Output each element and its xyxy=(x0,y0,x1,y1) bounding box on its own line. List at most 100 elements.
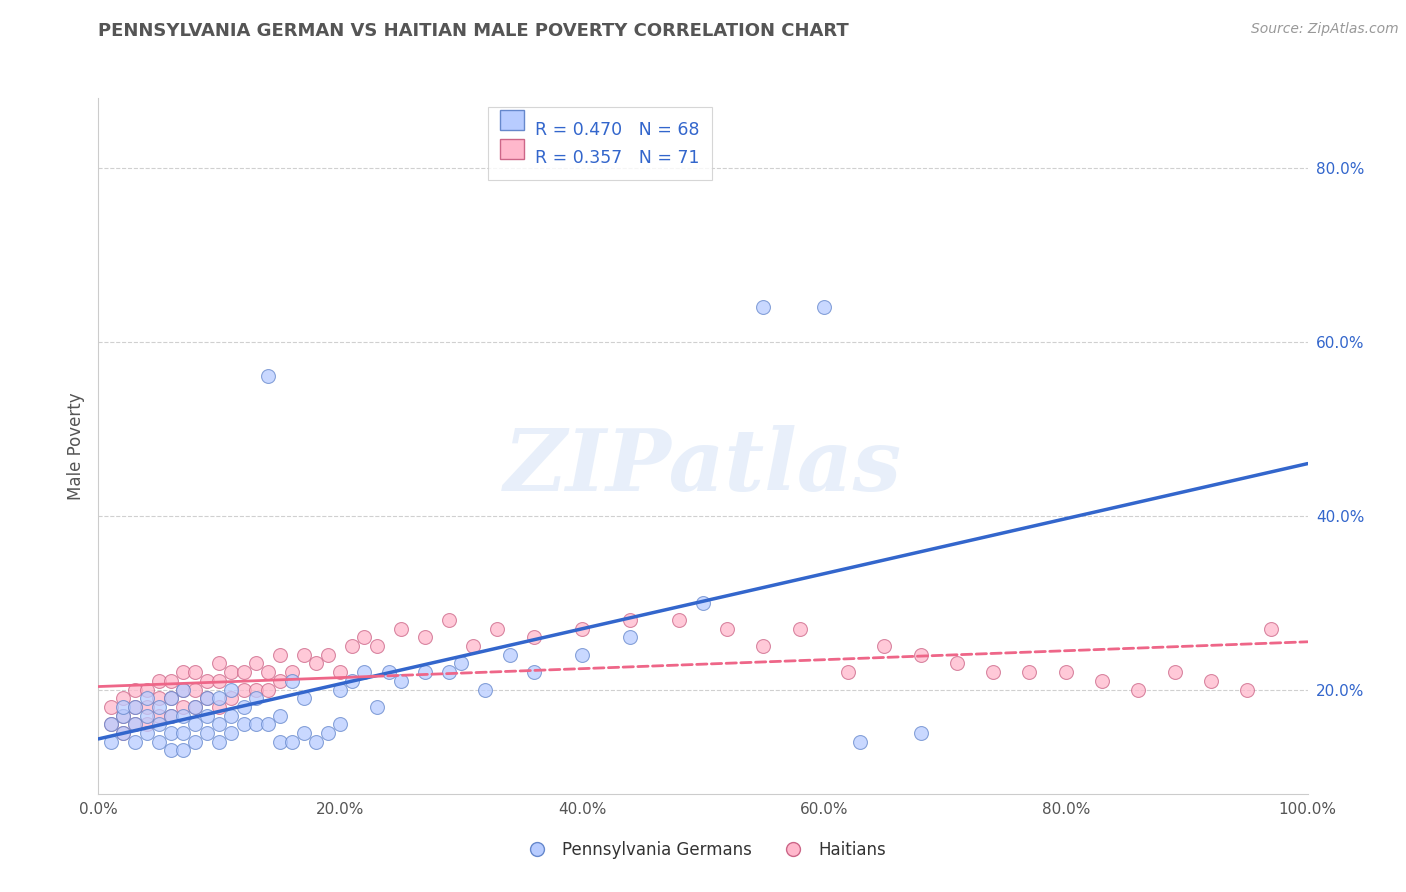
Point xyxy=(377,665,399,680)
Point xyxy=(316,648,339,662)
Point xyxy=(172,699,194,714)
Legend: Pennsylvania Germans, Haitians: Pennsylvania Germans, Haitians xyxy=(513,834,893,865)
Point xyxy=(1128,682,1150,697)
Point xyxy=(523,630,546,644)
Point xyxy=(789,622,811,636)
Point xyxy=(111,691,134,706)
Point xyxy=(486,622,509,636)
Point xyxy=(1260,622,1282,636)
Point xyxy=(437,665,460,680)
Point xyxy=(342,639,364,653)
Point xyxy=(172,743,194,757)
Point xyxy=(245,717,267,731)
Point xyxy=(571,648,593,662)
Point xyxy=(692,596,714,610)
Point xyxy=(221,682,243,697)
Point xyxy=(1236,682,1258,697)
Point xyxy=(245,691,267,706)
Point xyxy=(389,673,412,688)
Point xyxy=(148,673,170,688)
Point xyxy=(619,613,641,627)
Point xyxy=(366,639,388,653)
Point xyxy=(184,717,207,731)
Point xyxy=(195,673,218,688)
Point xyxy=(124,682,146,697)
Point xyxy=(148,717,170,731)
Text: Source: ZipAtlas.com: Source: ZipAtlas.com xyxy=(1251,22,1399,37)
Point xyxy=(208,691,231,706)
Point xyxy=(124,717,146,731)
Point xyxy=(172,682,194,697)
Point xyxy=(172,708,194,723)
Point xyxy=(305,735,328,749)
Point xyxy=(269,708,291,723)
Point xyxy=(135,708,157,723)
Point xyxy=(269,735,291,749)
Point xyxy=(256,717,278,731)
Point xyxy=(160,691,183,706)
Point xyxy=(111,708,134,723)
Point xyxy=(873,639,896,653)
Point xyxy=(135,682,157,697)
Point xyxy=(1199,673,1222,688)
Point xyxy=(269,673,291,688)
Point xyxy=(752,300,775,314)
Point xyxy=(160,708,183,723)
Point xyxy=(208,673,231,688)
Point xyxy=(111,708,134,723)
Point xyxy=(245,682,267,697)
Point xyxy=(221,691,243,706)
Point xyxy=(353,630,375,644)
Point xyxy=(910,648,932,662)
Point xyxy=(281,665,304,680)
Point xyxy=(135,699,157,714)
Point xyxy=(184,699,207,714)
Point xyxy=(232,682,254,697)
Point xyxy=(124,735,146,749)
Point xyxy=(111,726,134,740)
Point xyxy=(148,735,170,749)
Point xyxy=(837,665,859,680)
Point xyxy=(1163,665,1185,680)
Point xyxy=(256,682,278,697)
Point xyxy=(668,613,690,627)
Point xyxy=(269,648,291,662)
Point xyxy=(1091,673,1114,688)
Point xyxy=(353,665,375,680)
Point xyxy=(172,726,194,740)
Point xyxy=(752,639,775,653)
Point xyxy=(281,735,304,749)
Point xyxy=(474,682,496,697)
Point xyxy=(221,726,243,740)
Point xyxy=(221,665,243,680)
Point xyxy=(221,708,243,723)
Point xyxy=(135,691,157,706)
Point xyxy=(981,665,1004,680)
Point xyxy=(281,673,304,688)
Point xyxy=(208,717,231,731)
Point xyxy=(498,648,520,662)
Point xyxy=(1054,665,1077,680)
Point xyxy=(1018,665,1040,680)
Point xyxy=(305,657,328,671)
Point xyxy=(413,630,436,644)
Point xyxy=(571,622,593,636)
Point xyxy=(329,717,352,731)
Point xyxy=(184,735,207,749)
Point xyxy=(124,699,146,714)
Point xyxy=(329,665,352,680)
Point xyxy=(124,717,146,731)
Point xyxy=(256,665,278,680)
Point xyxy=(184,682,207,697)
Point xyxy=(450,657,472,671)
Point xyxy=(256,369,278,384)
Point xyxy=(135,726,157,740)
Point xyxy=(100,735,122,749)
Point xyxy=(100,699,122,714)
Point xyxy=(111,699,134,714)
Point xyxy=(160,673,183,688)
Point xyxy=(245,657,267,671)
Point xyxy=(160,726,183,740)
Point xyxy=(523,665,546,680)
Point xyxy=(946,657,969,671)
